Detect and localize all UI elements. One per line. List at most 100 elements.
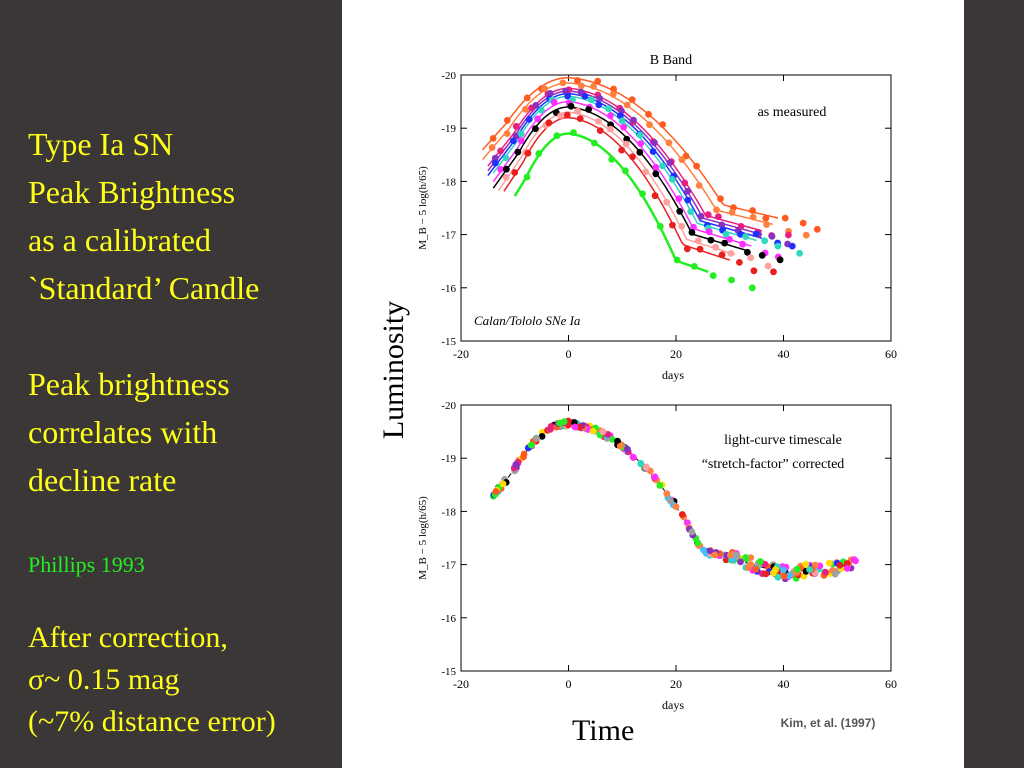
data-point bbox=[642, 168, 650, 176]
data-point bbox=[684, 196, 692, 204]
data-point bbox=[581, 92, 589, 100]
data-point bbox=[737, 230, 744, 238]
data-point bbox=[711, 551, 719, 559]
title-line-1: Type Ia SN bbox=[28, 126, 174, 162]
data-point bbox=[802, 231, 810, 239]
data-point bbox=[541, 85, 548, 93]
time-label: Time bbox=[572, 714, 635, 747]
y-tick-label: -15 bbox=[441, 666, 456, 678]
data-point bbox=[726, 236, 733, 243]
top-chart-title: B Band bbox=[650, 53, 692, 68]
data-point bbox=[788, 242, 796, 250]
data-point bbox=[687, 208, 695, 216]
data-point bbox=[700, 546, 707, 554]
data-point bbox=[576, 423, 584, 431]
title-line-2: Peak Brightness bbox=[28, 174, 236, 210]
data-point bbox=[752, 230, 760, 238]
y-tick-label: -19 bbox=[441, 453, 456, 465]
data-point bbox=[672, 503, 680, 510]
data-point bbox=[706, 547, 714, 555]
data-point bbox=[629, 153, 636, 161]
data-point bbox=[525, 116, 533, 123]
data-point bbox=[732, 551, 740, 559]
top-chart-xlabel: days bbox=[662, 368, 684, 382]
top-chart-source-label: Calan/Tololo SNe Ia bbox=[474, 313, 581, 328]
data-point bbox=[520, 450, 528, 458]
data-point bbox=[563, 111, 571, 119]
data-point bbox=[774, 573, 782, 581]
data-point bbox=[721, 239, 728, 247]
correlation-line-2: correlates with bbox=[28, 414, 218, 450]
data-point bbox=[688, 528, 696, 536]
data-point bbox=[659, 121, 666, 128]
data-point bbox=[636, 131, 644, 139]
data-point bbox=[517, 130, 525, 138]
data-point bbox=[576, 115, 584, 122]
data-point bbox=[502, 173, 510, 181]
y-tick-label: -17 bbox=[441, 230, 456, 242]
data-point bbox=[668, 176, 676, 183]
data-point bbox=[763, 221, 770, 228]
data-point bbox=[557, 112, 564, 120]
data-point bbox=[620, 123, 627, 131]
data-point bbox=[694, 539, 702, 547]
data-point bbox=[678, 511, 686, 518]
data-point bbox=[639, 190, 646, 198]
data-point bbox=[509, 137, 517, 145]
data-point bbox=[517, 137, 525, 145]
bottom-chart-xlabel: days bbox=[662, 698, 684, 712]
data-point bbox=[502, 154, 510, 162]
data-point bbox=[571, 423, 579, 431]
data-point bbox=[715, 213, 722, 221]
data-point bbox=[696, 245, 704, 253]
y-tick-label: -19 bbox=[441, 123, 456, 135]
data-point bbox=[802, 560, 809, 568]
light-curve-5 bbox=[492, 95, 757, 242]
data-point bbox=[690, 263, 698, 270]
data-point bbox=[756, 558, 764, 565]
data-point bbox=[656, 482, 664, 489]
data-point bbox=[748, 284, 756, 292]
data-point bbox=[623, 101, 631, 109]
data-point bbox=[736, 259, 743, 266]
x-tick-label: 20 bbox=[670, 677, 682, 691]
after-line-3: (~7% distance error) bbox=[28, 705, 276, 738]
data-point bbox=[497, 147, 504, 155]
data-point bbox=[681, 179, 689, 187]
data-point bbox=[567, 102, 575, 110]
data-point bbox=[770, 268, 777, 276]
data-point bbox=[780, 572, 788, 580]
data-point bbox=[609, 90, 617, 98]
data-point bbox=[497, 166, 505, 173]
data-point bbox=[694, 237, 702, 245]
data-point bbox=[750, 267, 758, 275]
data-point bbox=[744, 248, 751, 256]
data-point bbox=[684, 187, 691, 195]
title-line-4: `Standard’ Candle bbox=[28, 270, 260, 306]
data-point bbox=[503, 116, 511, 124]
data-point bbox=[614, 437, 621, 445]
data-point bbox=[629, 453, 637, 461]
data-point bbox=[676, 208, 684, 215]
data-point bbox=[649, 148, 657, 155]
data-point bbox=[622, 140, 630, 148]
bottom-chart: -20 0 20 40 60 -20 -19 -18 -17 -16 -15 light-curve… bbox=[417, 400, 897, 730]
data-point bbox=[545, 119, 553, 127]
top-chart-ylabel: M_B − 5 log(h/65) bbox=[417, 166, 429, 250]
x-tick-label: 60 bbox=[885, 677, 897, 691]
data-point bbox=[693, 162, 700, 170]
data-point bbox=[595, 118, 602, 125]
data-point bbox=[825, 559, 833, 567]
data-point bbox=[666, 159, 674, 167]
top-chart: B Band -20 0 20 40 60 -20 -19 -18 -17 -16 -15 as m… bbox=[417, 53, 897, 382]
data-point bbox=[492, 488, 500, 495]
data-point bbox=[532, 125, 539, 132]
data-point bbox=[618, 146, 626, 154]
data-point bbox=[538, 433, 546, 440]
data-point bbox=[585, 106, 592, 113]
data-point bbox=[596, 95, 604, 102]
data-point bbox=[534, 115, 541, 123]
x-tick-label: 0 bbox=[566, 677, 572, 691]
data-point bbox=[628, 96, 636, 104]
data-point bbox=[667, 497, 674, 505]
